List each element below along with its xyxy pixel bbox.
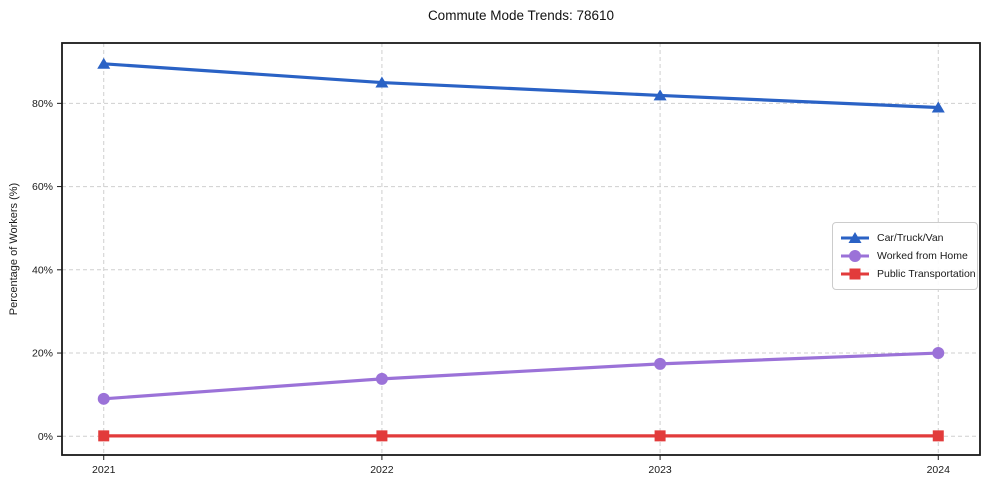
- legend-swatch-triangle-icon: [841, 232, 869, 243]
- svg-text:60%: 60%: [32, 181, 53, 193]
- legend-item-worked-from-home: Worked from Home: [840, 247, 969, 265]
- legend-label: Worked from Home: [877, 250, 968, 262]
- svg-text:2021: 2021: [92, 464, 116, 476]
- svg-text:2023: 2023: [648, 464, 672, 476]
- legend-item-car-truck-van: Car/Truck/Van: [840, 229, 969, 247]
- legend-swatch-circle-icon: [841, 250, 869, 262]
- svg-text:2024: 2024: [927, 464, 951, 476]
- legend-swatch-square-icon: [841, 268, 869, 280]
- legend-label: Public Transportation: [877, 268, 976, 280]
- legend-item-public-transportation: Public Transportation: [840, 265, 976, 283]
- svg-text:40%: 40%: [32, 264, 53, 276]
- svg-text:2022: 2022: [370, 464, 394, 476]
- legend: Car/Truck/Van Worked from Home Public Tr…: [832, 222, 978, 290]
- chart-title: Commute Mode Trends: 78610: [427, 8, 615, 23]
- svg-text:20%: 20%: [32, 348, 53, 360]
- legend-label: Car/Truck/Van: [877, 232, 944, 244]
- svg-text:80%: 80%: [32, 98, 53, 110]
- svg-text:0%: 0%: [38, 431, 53, 443]
